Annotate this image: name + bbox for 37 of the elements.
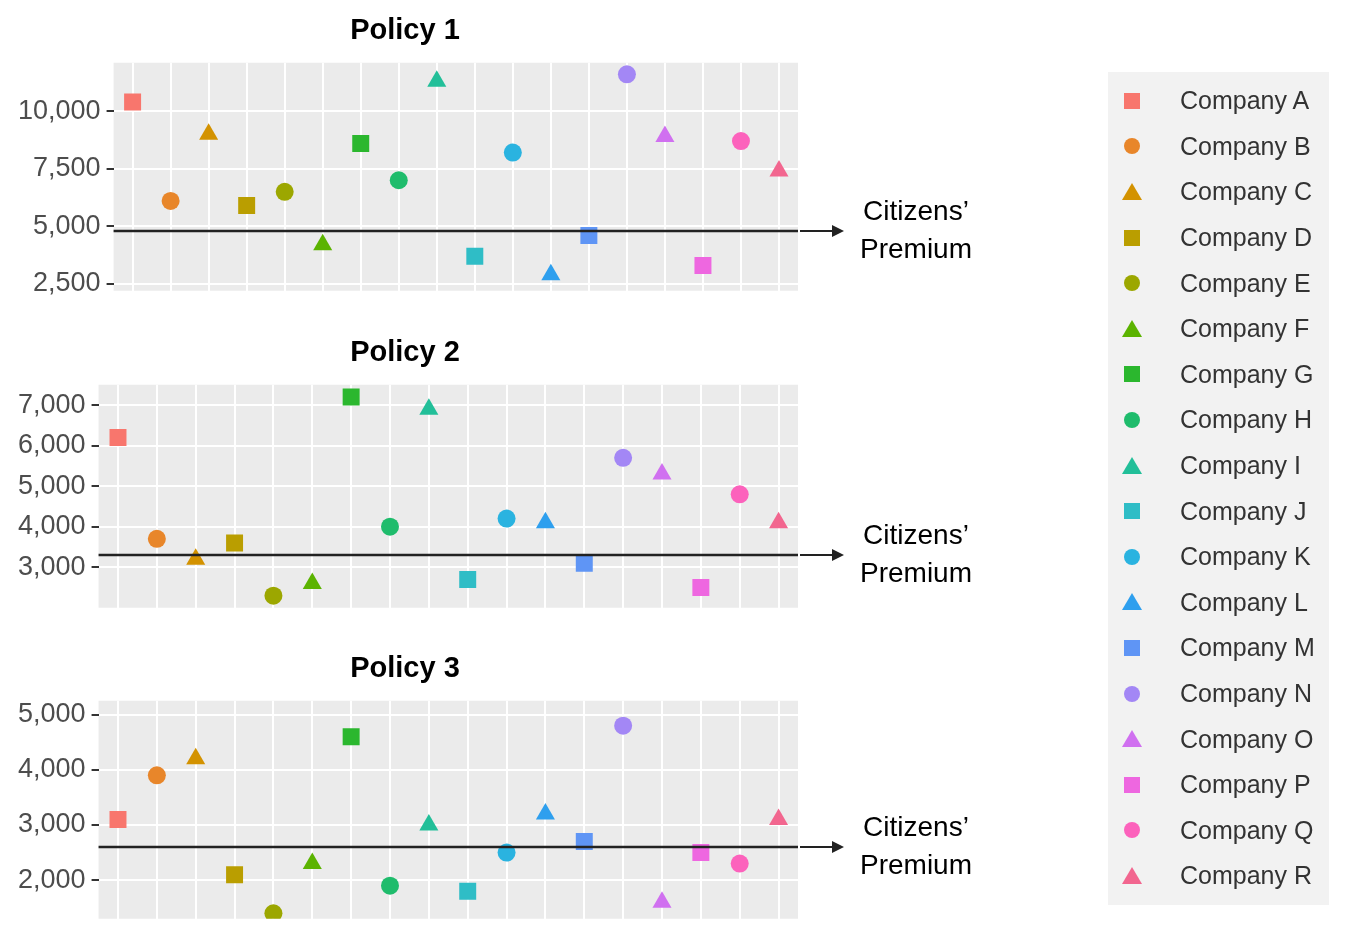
- y-tick-label: 7,500: [33, 152, 101, 183]
- y-tick-label: 2,000: [17, 863, 86, 894]
- legend-label: Company A: [1180, 86, 1310, 116]
- legend-label: Company B: [1180, 131, 1311, 161]
- legend-label: Company L: [1180, 587, 1308, 617]
- y-tick-label: 5,000: [17, 698, 86, 729]
- chart-title: Policy 2: [350, 335, 460, 368]
- legend-label: Company C: [1180, 177, 1312, 207]
- legend-label: Company M: [1180, 633, 1315, 663]
- legend-label: Company P: [1180, 770, 1311, 800]
- y-tick-label: 4,000: [17, 753, 86, 784]
- y-tick-label: 3,000: [17, 550, 86, 581]
- legend-label: Company Q: [1180, 815, 1314, 845]
- legend-label: Company D: [1180, 223, 1312, 253]
- legend-label: Company J: [1180, 496, 1307, 526]
- legend-label: Company F: [1180, 314, 1310, 344]
- legend-label: Company G: [1180, 359, 1314, 389]
- y-tick-label: 4,000: [17, 510, 86, 541]
- y-tick-label: 10,000: [17, 94, 101, 125]
- y-tick-label: 2,500: [33, 267, 101, 298]
- y-tick-label: 5,000: [17, 469, 86, 500]
- legend-label: Company N: [1180, 679, 1312, 709]
- legend-label: Company O: [1180, 724, 1314, 754]
- y-tick-label: 6,000: [17, 429, 86, 460]
- ref-line-label: Citizens’ Premium: [859, 810, 973, 880]
- y-tick-label: 3,000: [17, 808, 86, 839]
- legend-label: Company I: [1180, 451, 1301, 481]
- legend-label: Company H: [1180, 405, 1312, 435]
- chart-title: Policy 3: [350, 651, 460, 684]
- legend-label: Company R: [1180, 861, 1312, 891]
- ref-line-label: Citizens’ Premium: [859, 518, 973, 588]
- chart-title: Policy 1: [350, 13, 460, 46]
- y-tick-label: 5,000: [33, 209, 101, 240]
- y-tick-label: 7,000: [17, 388, 86, 419]
- ref-line-label: Citizens’ Premium: [859, 194, 973, 264]
- legend-label: Company E: [1180, 268, 1311, 298]
- legend-label: Company K: [1180, 542, 1311, 572]
